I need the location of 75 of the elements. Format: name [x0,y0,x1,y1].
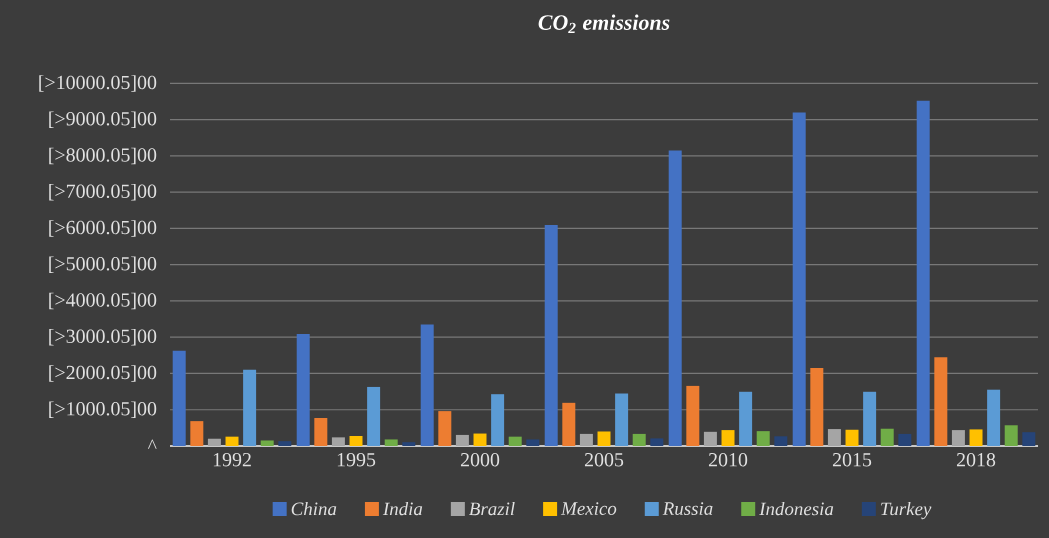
bar [491,394,505,446]
legend-label: China [291,501,337,516]
bar [367,386,381,446]
text: [>7000.05]00 [49,183,157,201]
text: [>8000.05]00 [49,147,157,165]
text: [>1000.05]00 [49,401,157,418]
bar [615,393,629,446]
bar [880,428,894,446]
bar [207,438,221,446]
x-tick-label: 2018 [956,453,996,467]
bar [314,418,328,446]
bar [420,324,434,446]
text: [>2000.05]00 [49,365,157,382]
bar [898,433,912,446]
text: [>4000.05]00 [49,292,157,310]
bar [1022,432,1036,446]
legend-label: Brazil [469,501,515,516]
bar [597,431,611,446]
bar [686,385,700,446]
legend-label: Russia [662,502,713,515]
bar [916,100,930,446]
bar [278,441,292,446]
bar [526,439,540,446]
bar [296,334,310,446]
bar [703,431,717,446]
bar [721,430,735,446]
bar [756,431,770,446]
bar [402,442,416,446]
bar [774,436,788,446]
x-tick-label: 1995 [337,453,376,467]
bar [827,429,841,446]
bar [508,436,522,446]
legend-label: Indonesia [759,501,834,516]
text: [>3000.05]00 [49,328,157,346]
text: [>9000.05]00 [49,111,157,128]
bar [225,436,239,446]
bar [934,357,948,446]
bar [172,350,186,446]
x-tick-label: 2005 [584,453,624,467]
text: [>10000.05]00 [39,75,157,92]
bar [331,437,345,446]
text: [>5000.05]00 [49,256,157,273]
text: [>6000.05]00 [49,220,157,237]
bar [739,391,753,446]
bar [951,430,965,446]
x-tick-label: 2000 [460,453,500,467]
legend-label: India [382,501,423,516]
bar [544,224,558,446]
bar [579,433,593,446]
bar [650,438,664,446]
legend-label: Mexico [560,502,617,515]
chart-title: CO$_{2}$ emissions [538,14,670,33]
bar [438,411,452,446]
bar [810,367,824,446]
bar [190,421,204,446]
bar [1004,425,1018,446]
x-tick-label: 2015 [832,453,872,467]
bar [243,369,257,446]
bar [455,434,469,446]
bar [384,439,398,446]
bar [863,391,877,446]
bar [562,402,576,446]
bar [845,429,859,446]
legend-label: Turkey [881,501,932,520]
x-tick-label: 2010 [708,453,748,467]
x-tick-label: 1992 [213,453,251,467]
text: ^ [147,439,157,449]
bar [260,440,274,446]
bar [987,389,1001,446]
bar [473,433,487,446]
bar [349,435,363,446]
bar [969,429,983,446]
bar [668,150,682,446]
bar [792,112,806,446]
bar [632,433,646,446]
